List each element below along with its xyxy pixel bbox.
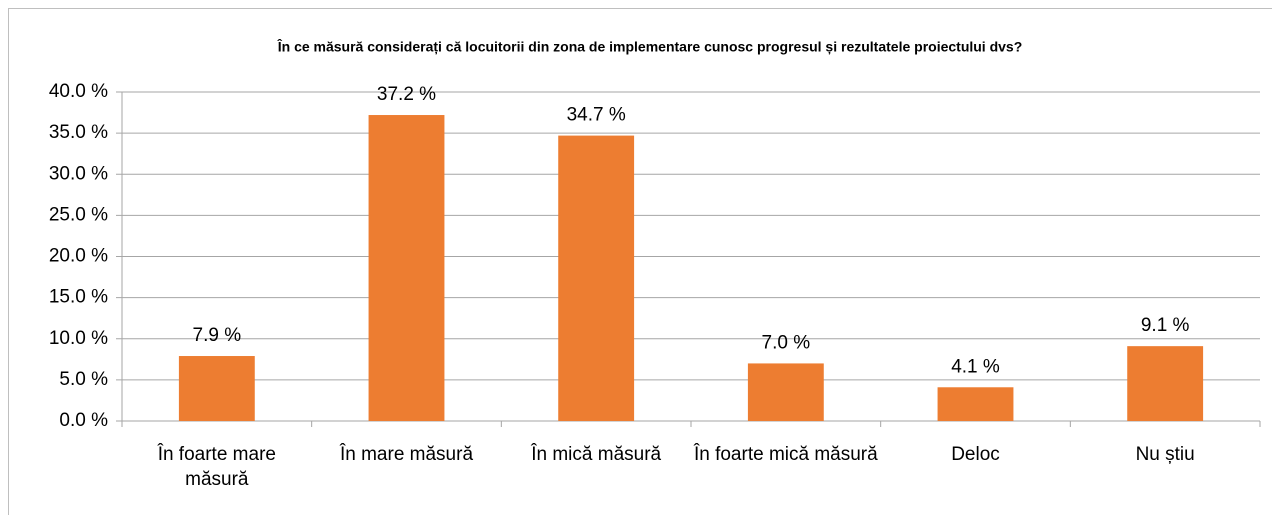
x-tick-label: Nu știu [1135, 444, 1195, 465]
x-tick-label: În mică măsură [531, 444, 662, 465]
bar [368, 115, 445, 421]
y-tick-label: 10.0 % [49, 328, 108, 349]
y-tick-label: 35.0 % [49, 122, 108, 143]
y-tick-label: 5.0 % [59, 369, 108, 390]
x-tick-label: În foarte mare măsură [157, 444, 276, 490]
x-tick-label: În foarte mică măsură [693, 444, 878, 465]
bar [937, 387, 1014, 421]
y-tick-label: 0.0 % [59, 410, 108, 431]
data-label: 7.9 % [193, 325, 242, 346]
data-label: 7.0 % [762, 332, 811, 353]
bar [747, 363, 824, 421]
y-tick-label: 20.0 % [49, 246, 108, 267]
bar [1127, 346, 1204, 421]
y-tick-label: 25.0 % [49, 204, 108, 225]
y-tick-label: 15.0 % [49, 287, 108, 308]
bar [558, 135, 635, 421]
data-label: 34.7 % [567, 105, 626, 126]
y-tick-label: 30.0 % [49, 163, 108, 184]
x-tick-label: Deloc [951, 444, 1000, 465]
data-label: 9.1 % [1141, 315, 1190, 336]
chart-frame [8, 8, 1272, 515]
y-tick-label: 40.0 % [49, 81, 108, 102]
data-label: 4.1 % [951, 356, 1000, 377]
data-label: 37.2 % [377, 84, 436, 105]
bar [178, 356, 255, 421]
x-tick-label: În mare măsură [339, 444, 474, 465]
chart-title: În ce măsură considerați că locuitorii d… [277, 38, 1023, 55]
